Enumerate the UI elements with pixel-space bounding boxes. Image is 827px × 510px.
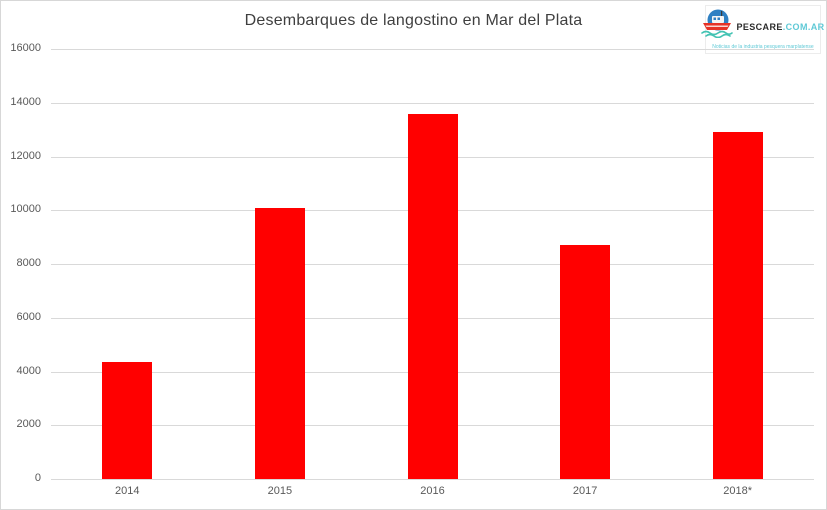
bar-2014 <box>102 362 153 479</box>
y-tick-label: 16000 <box>10 42 41 54</box>
y-tick-label: 6000 <box>16 310 41 323</box>
gridline <box>51 102 814 104</box>
bar-2018* <box>712 132 763 479</box>
bar-2016 <box>407 113 458 479</box>
gridline <box>51 49 814 50</box>
x-tick-label-2016: 2016 <box>420 485 445 497</box>
bar-2015 <box>254 207 305 479</box>
y-tick-label: 0 <box>34 472 41 484</box>
x-tick-label-2015: 2015 <box>267 485 293 497</box>
gridline <box>51 479 814 480</box>
logo-tagline: Noticias de la industria pesquera marpla… <box>712 44 814 50</box>
bar-2017 <box>560 245 611 479</box>
y-tick-label: 2000 <box>16 418 41 431</box>
y-tick-label: 10000 <box>10 203 41 216</box>
y-tick-label: 14000 <box>10 95 41 108</box>
y-tick-label: 4000 <box>16 364 41 377</box>
y-tick-label: 12000 <box>10 149 41 162</box>
pescare-logo: PESCARE.COM.AR Noticias de la industria … <box>701 5 824 54</box>
y-tick-label: 8000 <box>16 257 41 269</box>
logo-domain: .COM.AR <box>782 21 825 32</box>
x-tick-label-2018*: 2018* <box>723 485 753 497</box>
x-tick-label-2014: 2014 <box>115 485 140 497</box>
logo-name: PESCARE <box>736 21 783 32</box>
x-tick-label-2017: 2017 <box>572 485 598 497</box>
chart-title: Desembarques de langostino en Mar del Pl… <box>244 12 583 29</box>
logo-row: PESCARE.COM.AR <box>701 8 824 43</box>
boat-icon <box>701 8 734 43</box>
